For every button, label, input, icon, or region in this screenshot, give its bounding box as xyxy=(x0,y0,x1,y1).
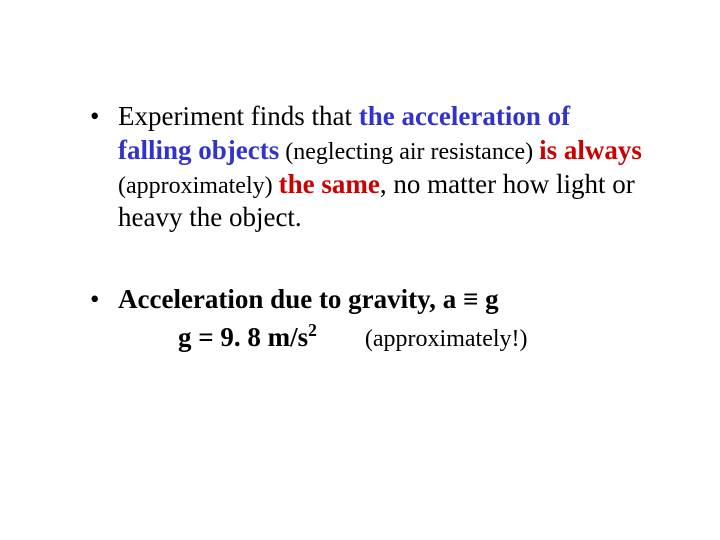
b1-text-red-1: is always xyxy=(539,135,642,165)
b2-line1-bold: Acceleration due to gravity, xyxy=(118,284,443,314)
b2-line1-ident: ≡ xyxy=(456,284,485,314)
b2-formula-sup: 2 xyxy=(308,320,317,340)
b2-formula: g = 9. 8 m/s2 xyxy=(178,322,317,352)
b1-text-paren-2: (approximately) xyxy=(118,173,279,199)
b2-formula-prefix: g = 9. 8 m/s xyxy=(178,322,308,352)
bullet-1: Experiment finds that the acceleration o… xyxy=(90,100,650,235)
slide: Experiment finds that the acceleration o… xyxy=(0,0,720,540)
b1-text-paren-1: (neglecting air resistance) xyxy=(279,139,539,165)
bullet-list: Experiment finds that the acceleration o… xyxy=(90,100,650,355)
b2-line2: g = 9. 8 m/s2 (approximately!) xyxy=(118,321,650,355)
b2-line1-a: a xyxy=(443,284,457,314)
b1-text-plain-1: Experiment finds that xyxy=(118,101,359,131)
b1-text-red-2: the same xyxy=(279,169,380,199)
b2-approx: (approximately!) xyxy=(365,326,528,352)
bullet-2: Acceleration due to gravity, a ≡ g g = 9… xyxy=(90,283,650,355)
b2-line1-g: g xyxy=(485,284,499,314)
